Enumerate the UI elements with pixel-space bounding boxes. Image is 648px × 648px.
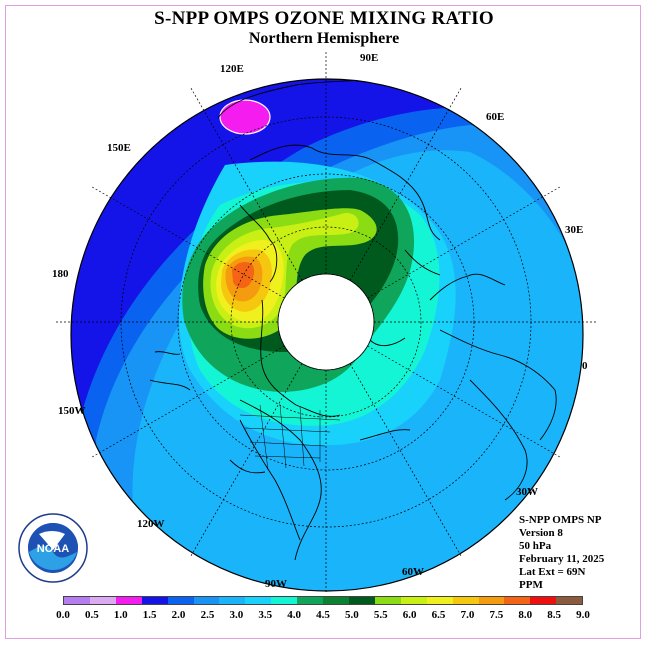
longitude-label: 90W [265,578,287,590]
color-scale-ticks: 0.0 0.5 1.0 1.5 2.0 2.5 3.0 3.5 4.0 4.5 5.0 5.5 6.0 6… [0,609,648,623]
color-scale-tick-label: 2.0 [171,609,186,621]
color-scale-tick-label: 8.5 [547,609,561,621]
color-scale-swatch [219,597,246,604]
noaa-logo: NOAA [18,513,88,583]
meridian-line [349,87,462,281]
color-scale-tick-label: 0.5 [85,609,99,621]
figure-frame [5,5,641,639]
info-version: Version 8 [519,527,563,539]
color-scale-tick-label: 1.0 [113,609,128,621]
color-scale-swatch [556,597,583,604]
meridian-line [349,363,462,557]
meridian-line [190,363,303,557]
color-scale-tick-label: 8.0 [518,609,533,621]
color-scale-swatch [530,597,557,604]
meridian-line [367,186,561,299]
color-scale-tick-label: 3.5 [258,609,273,621]
color-scale-tick-label: 3.0 [229,609,244,621]
color-scale-bar [63,596,583,605]
region-8-0-8-5 [232,262,255,289]
color-scale-swatch [374,597,401,604]
longitude-label: 180 [52,268,69,280]
color-scale-swatch [504,597,531,604]
color-scale-tick-label: 6.5 [431,609,446,621]
longitude-label: 60W [402,566,424,578]
coastlines [149,79,557,561]
info-instrument: S-NPP OMPS NP [519,514,602,526]
color-scale-swatch [245,597,272,604]
color-scale-swatch [89,597,116,604]
color-scale-tick-label: 5.5 [373,609,388,621]
longitude-label: 90E [360,52,379,64]
color-scale-tick-label: 2.5 [200,609,215,621]
color-scale-tick-label: 4.5 [316,609,330,621]
color-scale-swatch [323,597,349,604]
graticule [56,52,596,592]
map-subtitle: Northern Hemisphere [248,30,400,47]
color-scale-swatch [167,597,194,604]
color-scale-swatch [115,597,142,604]
info-units: PPM [519,579,543,591]
longitude-label: 120E [220,63,244,75]
color-scale-swatch [348,597,375,604]
meridian-line [190,87,303,281]
color-scale-swatch [271,597,298,604]
color-scale-swatch [452,597,479,604]
info-lat-ext: Lat Ext = 69N [519,566,586,578]
longitude-label: 150E [107,142,131,154]
polar-night-mask [277,273,375,371]
color-scale-tick-label: 7.5 [489,609,504,621]
color-scale-tick-label: 1.5 [142,609,157,621]
color-scale-swatch [297,597,324,604]
info-box: S-NPP OMPS NP Version 8 50 hPa February … [519,514,604,592]
us-state-lines [239,404,341,471]
meridian-line [367,345,561,458]
color-scale-swatch [426,597,453,604]
color-scale-tick-label: 0.0 [56,609,70,621]
longitude-label: 30W [516,486,538,498]
color-scale-tick-label: 5.0 [345,609,359,621]
map-title: S-NPP OMPS OZONE MIXING RATIO [154,8,494,29]
region-1-0-1-5 [220,100,270,134]
color-scale-swatch [400,597,427,604]
color-scale-tick-label: 9.0 [576,609,590,621]
meridian-line [91,345,285,458]
color-scale-tick-label: 7.0 [460,609,475,621]
longitude-label: 120W [137,518,165,530]
info-pressure: 50 hPa [519,540,552,552]
longitude-label: 30E [565,224,584,236]
color-scale-swatch [141,597,168,604]
color-scale-swatch [193,597,220,604]
color-scale-tick-label: 6.0 [402,609,417,621]
meridian-line [91,186,285,299]
longitude-label: 60E [486,111,505,123]
svg-text:NOAA: NOAA [37,543,69,555]
longitude-label: 0 [582,360,588,372]
color-scale-swatch [64,597,90,604]
color-scale-tick-label: 4.0 [287,609,301,621]
info-date: February 11, 2025 [519,553,605,565]
color-scale-swatch [478,597,505,604]
longitude-label: 150W [58,405,86,417]
